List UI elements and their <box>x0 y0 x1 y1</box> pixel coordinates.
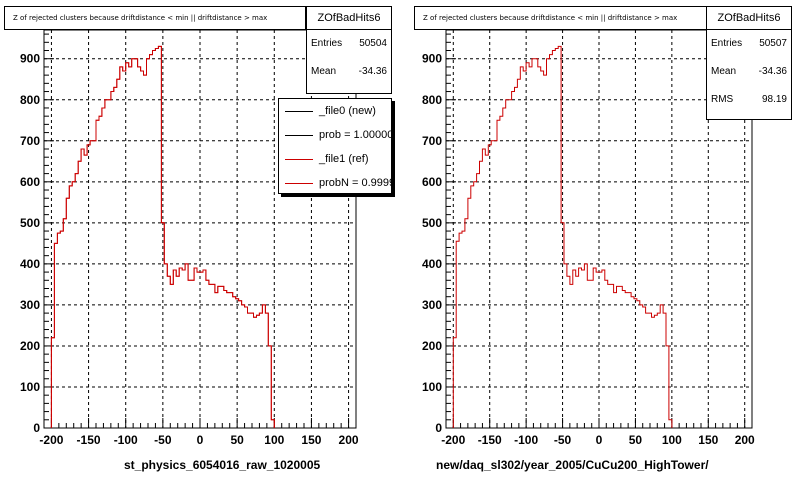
legend-box: _file0 (new) prob = 1.000000 _file1 (ref… <box>278 98 392 194</box>
stats-row-mean: Mean -34.36 <box>707 58 791 86</box>
stats-value: 50507 <box>759 38 787 49</box>
y-tick-label: 700 <box>20 134 40 148</box>
y-tick-label: 300 <box>422 298 442 312</box>
stats-row-entries: Entries 50507 <box>707 30 791 58</box>
stats-box-right: ZOfBadHits6 Entries 50507 Mean -34.36 RM… <box>706 6 792 120</box>
stats-row-rms: RMS 98.19 <box>707 86 791 114</box>
histogram-title-right: Z of rejected clusters because driftdist… <box>414 6 708 30</box>
legend-entry-ref: _file1 (ref) <box>279 147 391 171</box>
legend-label: _file0 (new) <box>319 105 376 117</box>
y-tick-label: 100 <box>20 380 40 394</box>
stats-row-mean: Mean -34.36 <box>307 58 391 86</box>
stats-box-left: ZOfBadHits6 Entries 50504 Mean -34.36 <box>306 6 392 94</box>
x-tick-label: -50 <box>154 433 172 447</box>
y-tick-label: 600 <box>422 175 442 189</box>
stats-name: ZOfBadHits6 <box>707 7 791 30</box>
y-tick-label: 100 <box>422 380 442 394</box>
y-tick-label: 900 <box>422 52 442 66</box>
y-tick-label: 900 <box>20 52 40 66</box>
stats-value: -34.36 <box>358 66 387 77</box>
y-tick-label: 0 <box>435 421 442 435</box>
x-tick-label: 200 <box>339 433 359 447</box>
y-tick-label: 200 <box>422 339 442 353</box>
legend-swatch <box>285 182 313 184</box>
y-tick-label: 800 <box>422 93 442 107</box>
legend-swatch <box>285 134 313 136</box>
x-tick-label: -100 <box>114 433 138 447</box>
stats-label: Entries <box>311 38 343 49</box>
x-tick-label: -50 <box>554 433 572 447</box>
x-tick-label: 100 <box>662 433 682 447</box>
histogram-series-line <box>452 45 673 428</box>
legend-label: _file1 (ref) <box>319 153 369 165</box>
stats-value: 98.19 <box>761 94 787 105</box>
x-tick-label: -150 <box>77 433 101 447</box>
x-tick-label: 50 <box>629 433 643 447</box>
x-axis-title-right: new/daq_sl302/year_2005/CuCu200_HighTowe… <box>436 458 709 472</box>
y-tick-label: 600 <box>20 175 40 189</box>
legend-swatch <box>285 110 313 112</box>
y-tick-label: 400 <box>20 257 40 271</box>
legend-entry-probn: probN = 0.999977 <box>279 171 391 193</box>
stats-label: Mean <box>711 66 737 77</box>
histogram-title-left: Z of rejected clusters because driftdist… <box>4 6 306 30</box>
x-tick-label: 50 <box>230 433 244 447</box>
x-tick-label: -150 <box>478 433 502 447</box>
histogram-title-text: Z of rejected clusters because driftdist… <box>13 14 268 22</box>
stats-name: ZOfBadHits6 <box>307 7 391 30</box>
x-axis-title-left: st_physics_6054016_raw_1020005 <box>124 458 321 472</box>
x-tick-label: 150 <box>698 433 718 447</box>
x-tick-label: 150 <box>301 433 321 447</box>
legend-entry-prob: prob = 1.000000 <box>279 123 391 147</box>
y-tick-label: 500 <box>422 216 442 230</box>
stats-value: 50504 <box>359 38 387 49</box>
y-tick-label: 400 <box>422 257 442 271</box>
x-tick-label: 0 <box>197 433 204 447</box>
legend-entry-new: _file0 (new) <box>279 99 391 123</box>
stats-row-entries: Entries 50504 <box>307 30 391 58</box>
y-tick-label: 800 <box>20 93 40 107</box>
x-tick-label: -200 <box>441 433 465 447</box>
y-tick-label: 500 <box>20 216 40 230</box>
y-tick-label: 200 <box>20 339 40 353</box>
x-tick-label: -200 <box>39 433 63 447</box>
y-tick-label: 0 <box>33 421 40 435</box>
histogram-title-text: Z of rejected clusters because driftdist… <box>423 14 678 22</box>
x-tick-label: 0 <box>596 433 603 447</box>
x-tick-label: 100 <box>264 433 284 447</box>
legend-label: prob = 1.000000 <box>319 129 392 141</box>
histogram-series-line <box>50 45 275 428</box>
stats-label: Entries <box>711 38 743 49</box>
x-tick-label: 200 <box>735 433 755 447</box>
legend-swatch <box>285 158 313 160</box>
stats-label: Mean <box>311 66 337 77</box>
legend-label: probN = 0.999977 <box>319 177 391 189</box>
y-tick-label: 700 <box>422 134 442 148</box>
y-tick-label: 300 <box>20 298 40 312</box>
stats-value: -34.36 <box>758 66 787 77</box>
stats-label: RMS <box>711 94 734 105</box>
x-tick-label: -100 <box>514 433 538 447</box>
